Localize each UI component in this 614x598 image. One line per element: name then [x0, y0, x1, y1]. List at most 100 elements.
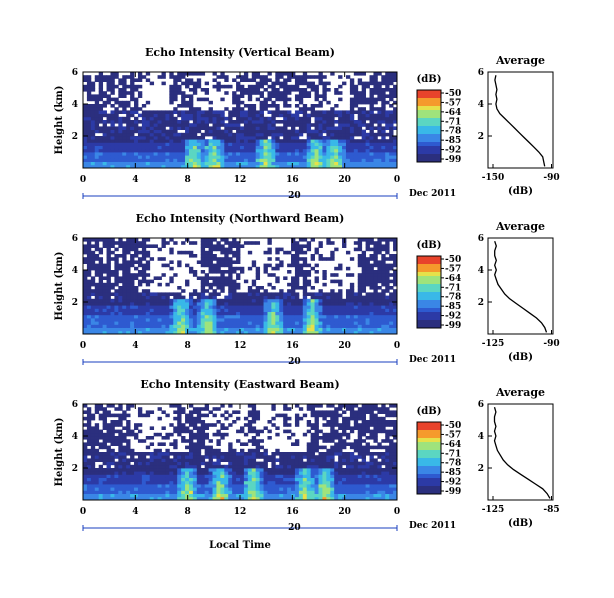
- heatmap-cell: [267, 158, 272, 162]
- heatmap-cell: [161, 410, 166, 414]
- heatmap-cell: [83, 84, 88, 89]
- heatmap-cell: [98, 129, 104, 134]
- heatmap-cell: [102, 327, 107, 332]
- heatmap-cell: [220, 308, 225, 312]
- heatmap-cell: [212, 407, 217, 411]
- heatmap-cell: [342, 139, 347, 143]
- heatmap-cell: [196, 471, 202, 475]
- heatmap-cell: [318, 318, 323, 322]
- heatmap-cell: [322, 81, 327, 86]
- heatmap-cell: [267, 132, 272, 137]
- heatmap-cell: [377, 279, 382, 284]
- heatmap-cell: [251, 496, 257, 501]
- heatmap-cell: [161, 164, 166, 169]
- heatmap-cell: [353, 72, 359, 76]
- heatmap-cell: [306, 94, 312, 98]
- heatmap-cell: [291, 155, 296, 159]
- heatmap-cell: [279, 493, 284, 498]
- heatmap-cell: [349, 120, 355, 124]
- heatmap-cell: [283, 458, 288, 462]
- heatmap-cell: [306, 136, 312, 140]
- heatmap-cell: [373, 75, 378, 79]
- heatmap-cell: [220, 490, 225, 494]
- heatmap-cell: [377, 116, 382, 121]
- x-tick-label: 8: [185, 175, 191, 185]
- heatmap-cell: [118, 413, 123, 418]
- heatmap-cell: [224, 471, 229, 475]
- heatmap-cell: [361, 158, 367, 162]
- heatmap-cell: [94, 311, 100, 316]
- heatmap-cell: [385, 263, 390, 268]
- heatmap-cell: [373, 100, 378, 105]
- heatmap-cell: [377, 129, 382, 134]
- heatmap-cell: [220, 487, 225, 491]
- heatmap-cell: [267, 97, 272, 102]
- heatmap-cell: [271, 81, 276, 86]
- heatmap-cell: [83, 436, 88, 440]
- heatmap-cell: [255, 471, 261, 475]
- heatmap-cell: [302, 139, 308, 143]
- heatmap-cell: [177, 423, 182, 427]
- heatmap-cell: [220, 282, 225, 287]
- heatmap-cell: [188, 429, 194, 434]
- heatmap-cell: [126, 91, 131, 95]
- heatmap-cell: [271, 324, 276, 328]
- heatmap-cell: [373, 132, 378, 137]
- x-tick-label: 20: [338, 341, 351, 351]
- heatmap-cell: [240, 442, 245, 446]
- heatmap-cell: [192, 461, 198, 466]
- heatmap-cell: [357, 139, 363, 143]
- heatmap-cell: [173, 496, 178, 501]
- heatmap-cell: [314, 142, 319, 146]
- colorbar-swatch: [417, 90, 441, 95]
- heatmap-cell: [106, 286, 111, 290]
- heatmap-cell: [208, 164, 213, 169]
- heatmap-cell: [212, 321, 217, 325]
- heatmap-cell: [212, 324, 217, 328]
- heatmap-cell: [310, 164, 315, 169]
- heatmap-cell: [385, 158, 390, 162]
- heatmap-cell: [134, 321, 139, 325]
- heatmap-cell: [86, 289, 92, 293]
- heatmap-cell: [165, 292, 170, 296]
- heatmap-cell: [330, 254, 335, 258]
- heatmap-cell: [377, 158, 382, 162]
- heatmap-cell: [196, 477, 202, 482]
- heatmap-cell: [110, 136, 115, 140]
- heatmap-cell: [271, 404, 276, 408]
- heatmap-cell: [161, 158, 166, 162]
- heatmap-cell: [208, 155, 213, 159]
- heatmap-cell: [279, 480, 284, 485]
- heatmap-cell: [181, 490, 186, 494]
- heatmap-cell: [192, 468, 198, 472]
- heatmap-cell: [177, 324, 182, 328]
- heatmap-cell: [263, 152, 268, 156]
- heatmap-cell: [114, 241, 119, 245]
- colorbar-tick-label: -99: [445, 321, 461, 331]
- heatmap-cell: [200, 429, 206, 434]
- heatmap-cell: [393, 88, 398, 92]
- heatmap-cell: [106, 148, 111, 153]
- heatmap-cell: [86, 480, 92, 485]
- heatmap-cell: [145, 436, 151, 440]
- heatmap-cell: [349, 132, 355, 137]
- heatmap-cell: [196, 496, 202, 501]
- heatmap-cell: [110, 461, 115, 466]
- heatmap-cell: [224, 487, 229, 491]
- heatmap-cell: [118, 152, 123, 156]
- heatmap-cell: [334, 164, 339, 169]
- heatmap-cell: [357, 120, 363, 124]
- heatmap-cell: [137, 158, 143, 162]
- heatmap-cell: [361, 330, 367, 335]
- heatmap-cell: [177, 286, 182, 290]
- heatmap-cell: [240, 324, 245, 328]
- heatmap-cell: [251, 439, 257, 443]
- heatmap-cell: [83, 452, 88, 456]
- heatmap-cell: [90, 155, 96, 159]
- heatmap-cell: [393, 302, 398, 306]
- heatmap-cell: [137, 423, 143, 427]
- heatmap-cell: [326, 302, 331, 306]
- heatmap-cell: [259, 78, 264, 82]
- heatmap-cell: [357, 142, 363, 146]
- heatmap-cell: [106, 484, 111, 488]
